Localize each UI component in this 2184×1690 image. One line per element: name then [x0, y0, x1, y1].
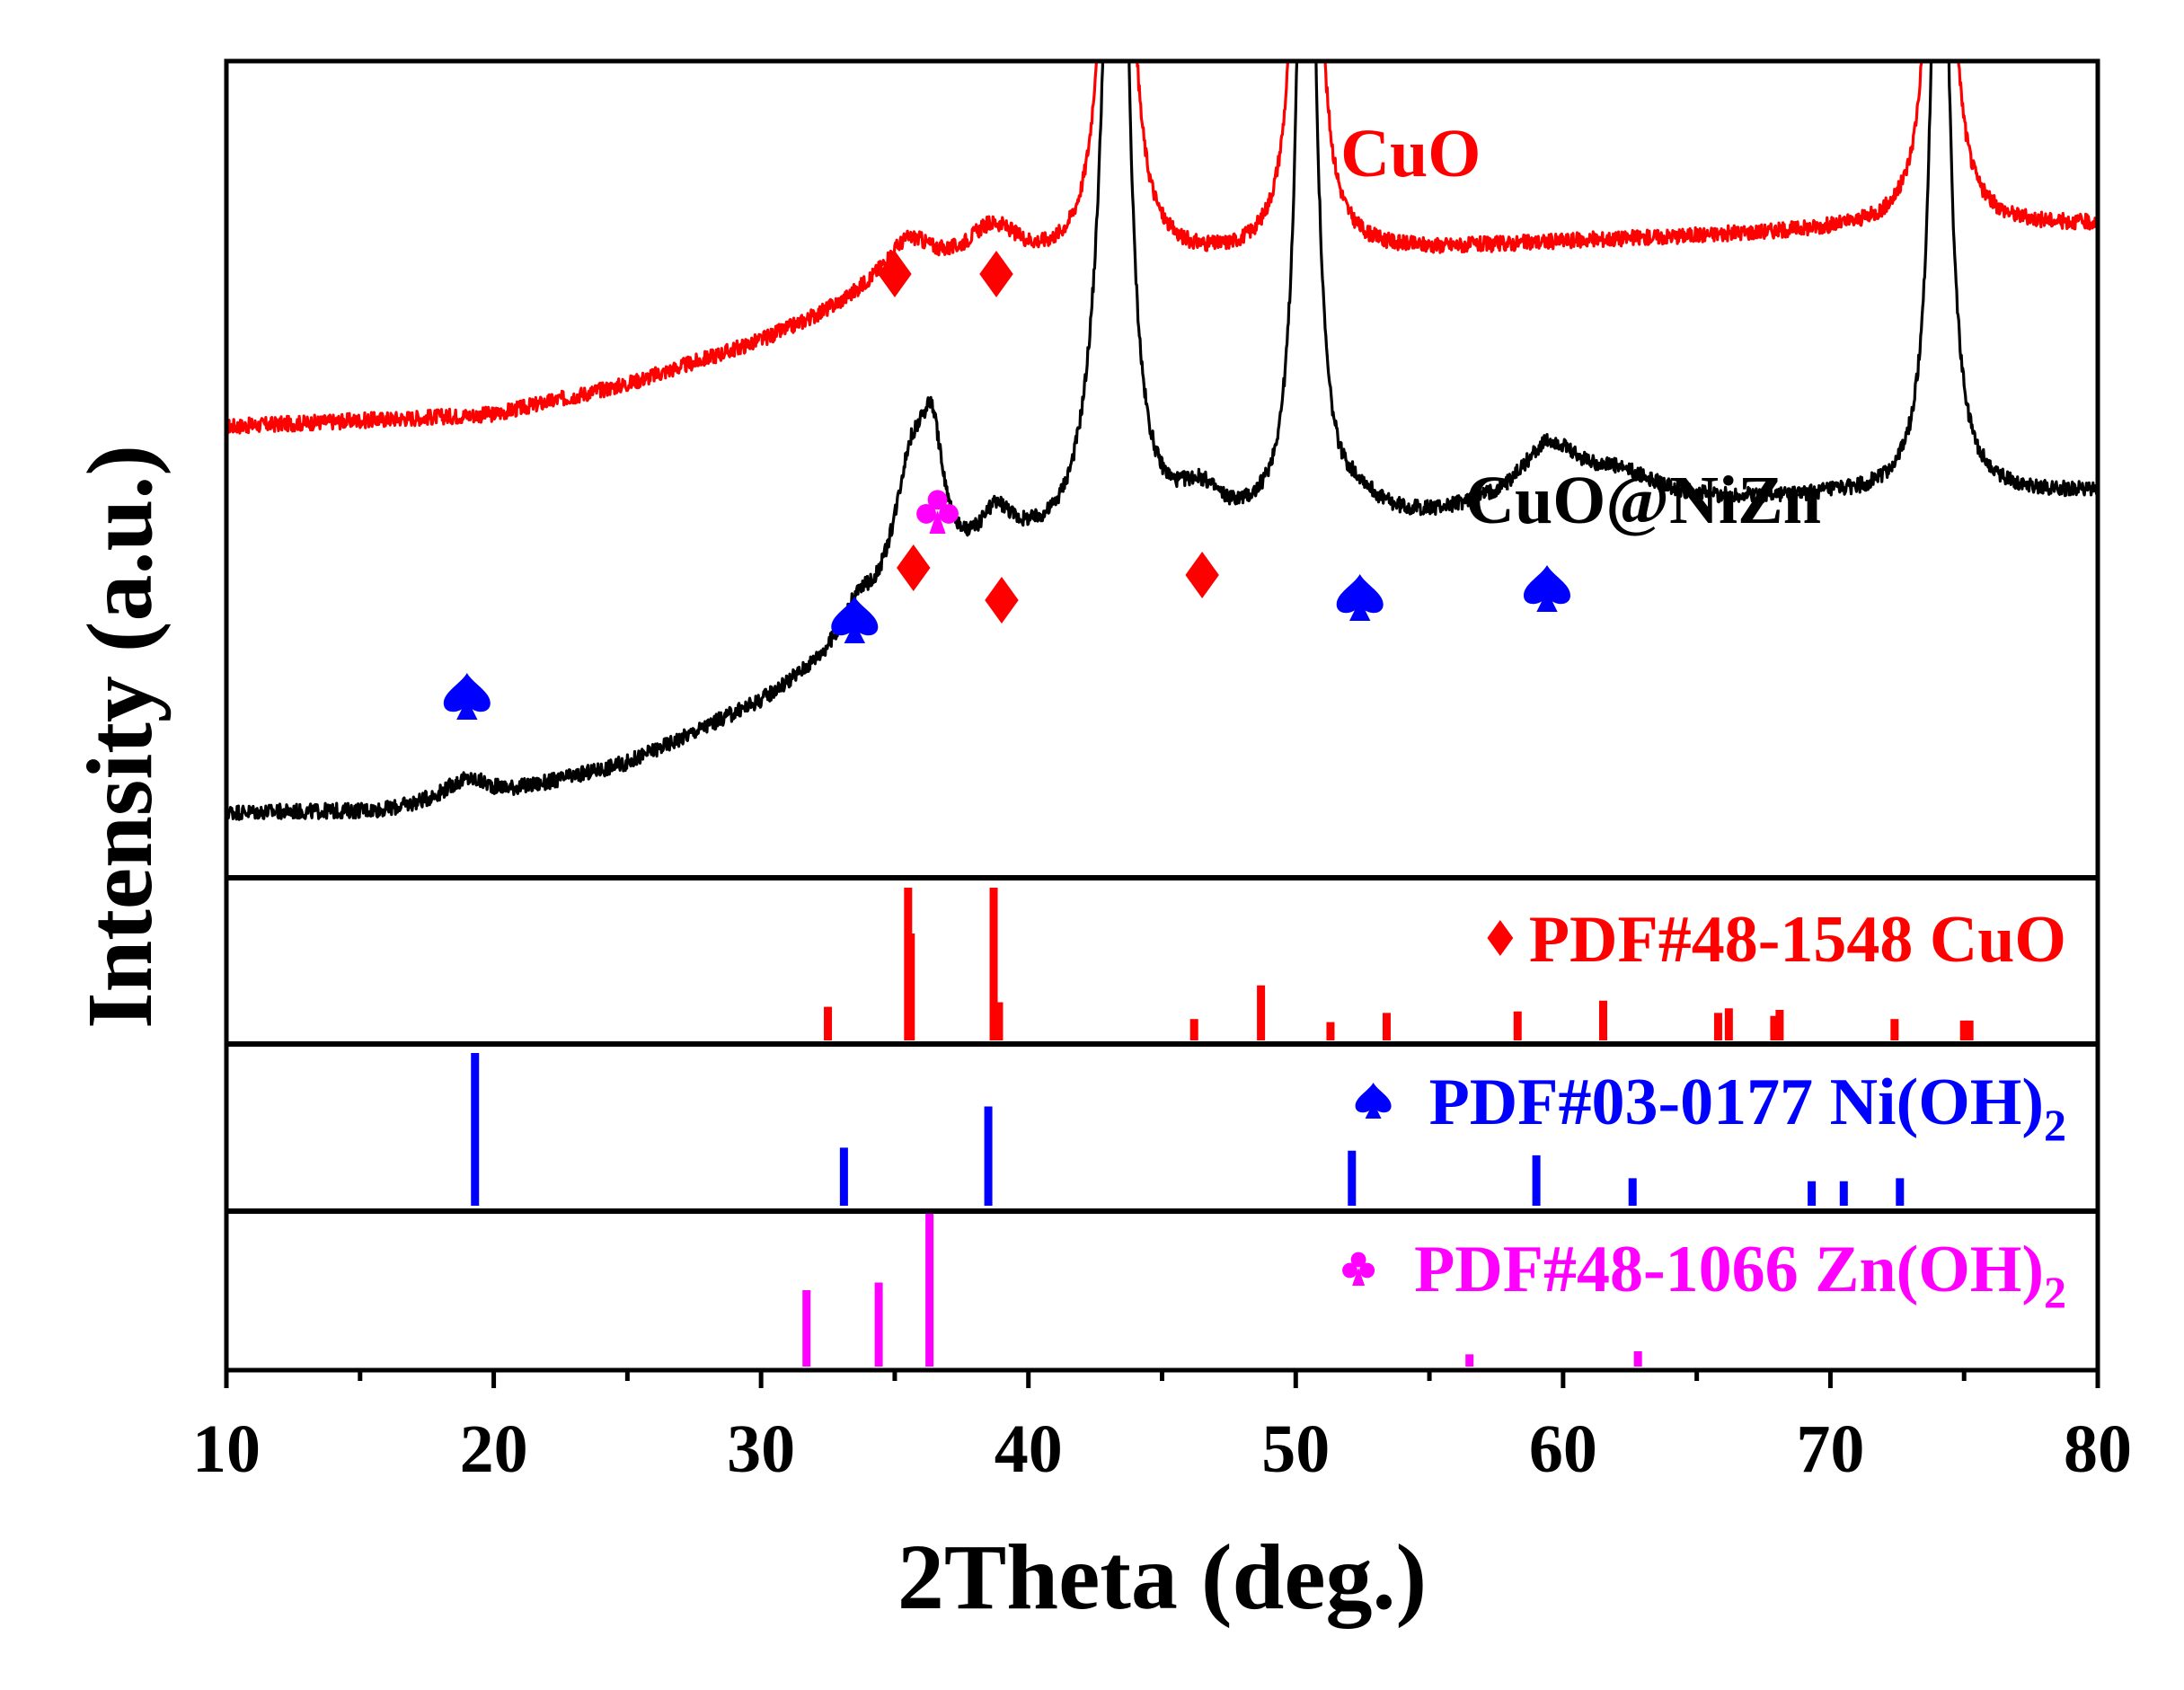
spade-marker [831, 597, 879, 643]
x-tick-label: 40 [995, 1411, 1063, 1487]
x-axis-title: 2Theta (deg.) [897, 1526, 1427, 1629]
reference-labels: PDF#48-1548 CuO PDF#03-0177 Ni(OH)2 PDF#48… [1342, 903, 2066, 1317]
spade-marker [1524, 565, 1571, 612]
x-tick-label: 30 [727, 1411, 795, 1487]
club-legend-icon [1342, 1252, 1375, 1286]
diamond-marker [878, 251, 912, 297]
xrd-traces [226, 61, 2098, 821]
diamond-marker [897, 544, 931, 591]
reference-label: PDF#48-1066 Zn(OH)2 [1414, 1233, 2066, 1317]
spade-legend-icon [1355, 1083, 1392, 1119]
diamond-marker [985, 577, 1019, 624]
club-marker [916, 490, 959, 534]
y-axis-title: Intensity (a.u.) [68, 445, 172, 1029]
x-tick-label: 80 [2064, 1411, 2132, 1487]
x-tick-label: 50 [1261, 1411, 1330, 1487]
panel-frames [224, 58, 2100, 1373]
x-tick-label: 10 [192, 1411, 261, 1487]
x-axis-ticks: 10 20 30 40 50 60 70 80 [192, 1370, 2132, 1487]
xrd-trace-cuo [226, 61, 2098, 435]
reference-label: PDF#03-0177 Ni(OH)2 [1429, 1066, 2066, 1150]
spade-marker [443, 673, 491, 720]
diamond-marker [979, 251, 1013, 297]
reference-label: PDF#48-1548 CuO [1529, 903, 2066, 977]
series-label-cuo-nizn: CuO@NiZn [1465, 463, 1821, 538]
peak-markers [443, 251, 1571, 720]
series-label-cuo: CuO [1340, 116, 1481, 191]
diamond-legend-icon [1487, 920, 1514, 956]
x-tick-label: 70 [1796, 1411, 1864, 1487]
xrd-trace-cuo-nizn [226, 61, 2098, 821]
spade-marker [1336, 574, 1384, 621]
x-tick-label: 20 [460, 1411, 528, 1487]
x-tick-label: 60 [1529, 1411, 1597, 1487]
reference-sticks [471, 888, 1974, 1367]
diamond-marker [1185, 552, 1219, 598]
